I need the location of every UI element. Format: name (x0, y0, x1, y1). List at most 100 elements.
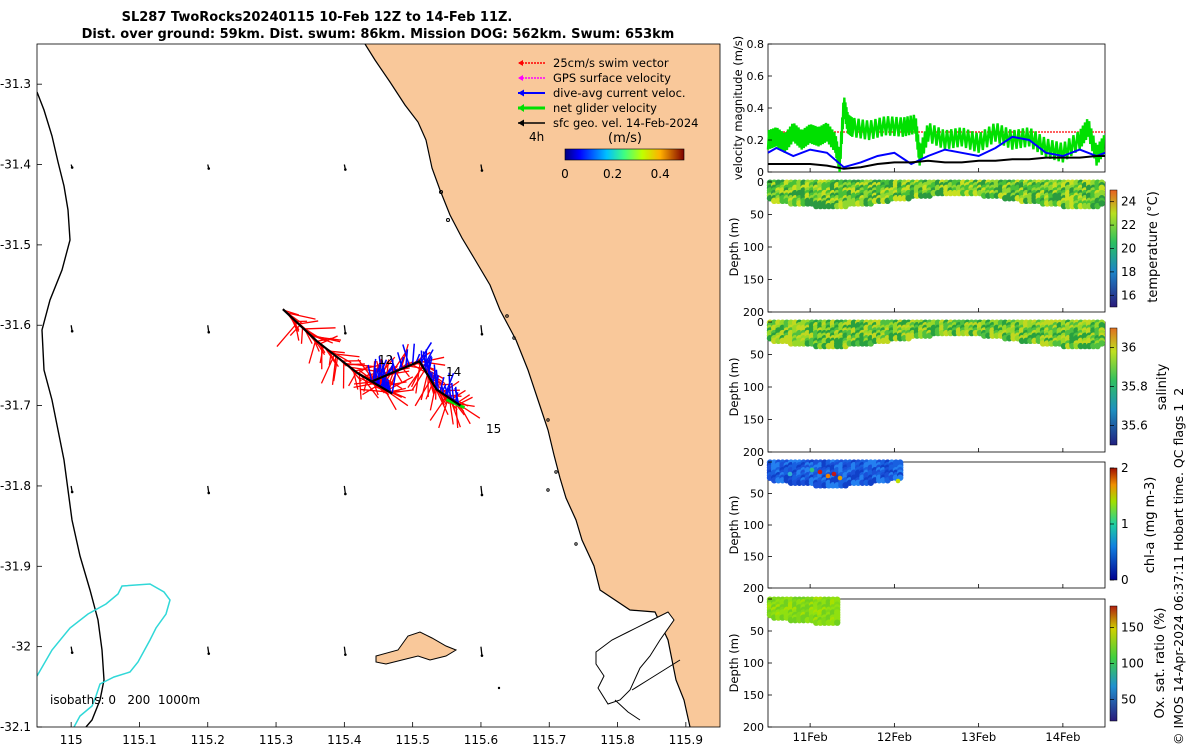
swim-vector (360, 374, 379, 399)
track-map: 115 115.1 115.2 115.3 115.4 115.5 115.6 115.7 11… (0, 43, 721, 747)
velocity-y-tick-label: 0.8 (747, 38, 765, 51)
speed-colorbar-ticks: 0 0.2 0.4 (561, 167, 670, 181)
salinity-panel: 0 50 100 150 200 Depth (m) 35.6 35.8 36 salini… (727, 316, 1170, 459)
chla-data (766, 459, 904, 489)
profile-highlight (837, 475, 843, 481)
day-label-12: 12 (378, 353, 393, 367)
swim-vector (419, 360, 446, 366)
swim-vector (353, 382, 375, 389)
map-y-tick-label: -31.6 (0, 318, 31, 332)
swim-vector (289, 324, 301, 337)
geo-arrow-head (70, 329, 74, 333)
velocity-y-tick-label: 0 (757, 166, 764, 179)
swim-vector (407, 366, 424, 388)
current-vector (454, 387, 460, 405)
swim-vector (348, 371, 357, 387)
track-line (282, 308, 462, 407)
oxygen-cbar-label: Ox. sat. ratio (%) (1153, 608, 1168, 719)
geo-arrow (343, 485, 346, 495)
colorbar-tick-label: 16 (1121, 288, 1136, 302)
legend-gps: GPS surface velocity (553, 71, 671, 85)
current-vector (435, 369, 440, 391)
speed-colorbar-tick-label: 0 (561, 167, 569, 181)
swim-vector (320, 354, 335, 384)
depth-y-tick-label: 100 (743, 657, 764, 670)
map-x-tick-label: 115.7 (532, 733, 566, 747)
swim-vector (455, 402, 459, 429)
velocity-y-tick-label: 0.2 (747, 134, 765, 147)
speed-colorbar-tick-label: 0.2 (603, 167, 622, 181)
depth-y-tick-label: 50 (750, 349, 764, 362)
chla-colorbar-ticks: 0 1 2 (1110, 461, 1129, 587)
time-tick-label: 14Feb (1045, 730, 1080, 744)
temperature-cbar-label: temperature (°C) (1146, 191, 1161, 303)
depth-y-tick-label: 200 (743, 306, 764, 319)
current-vector (378, 356, 383, 378)
profile-sample (834, 619, 841, 626)
velocity-series-geo (768, 155, 1105, 170)
velocity-y-tick-label: 0.6 (747, 70, 765, 83)
swim-vector (395, 371, 403, 383)
profile-highlight (809, 467, 815, 473)
geo-arrow-head (480, 493, 484, 497)
current-vector (415, 353, 421, 364)
colorbar-tick-label: 35.8 (1121, 380, 1148, 394)
current-vector (433, 364, 438, 390)
swim-vector (360, 388, 390, 393)
geo-arrow (343, 325, 346, 334)
velocity-ylabel: velocity magnitude (m/s) (731, 36, 745, 181)
isobath-200m (37, 583, 171, 727)
speed-colorbar (564, 148, 685, 161)
current-vector (377, 359, 388, 379)
profile-highlight (895, 478, 901, 484)
swim-vector (429, 387, 436, 411)
current-vector (422, 351, 428, 374)
geo-arrow-head (344, 331, 347, 335)
swim-vector (332, 353, 360, 358)
swim-vector (386, 376, 414, 392)
map-x-tick-label: 115.3 (259, 733, 293, 747)
legend-swim: 25cm/s swim vector (553, 56, 669, 70)
current-vector (379, 368, 391, 388)
swim-vector (441, 380, 460, 394)
profile-sample (1098, 340, 1106, 347)
swim-vector (402, 367, 410, 378)
salinity-ylabel: Depth (m) (727, 358, 741, 417)
map-y-tick-label: -32 (11, 640, 31, 654)
geo-arrow-head (480, 169, 484, 172)
geo-arrow-head (207, 652, 211, 655)
oxygen-data (766, 596, 841, 626)
depth-y-tick-label: 0 (757, 456, 764, 469)
current-vector (384, 377, 389, 392)
depth-y-tick-label: 0 (757, 316, 764, 329)
depth-y-tick-label: 50 (750, 488, 764, 501)
geo-arrow (480, 325, 483, 335)
colorbar-tick-label: 0 (1121, 573, 1129, 587)
time-tick-label: 12Feb (877, 730, 912, 744)
map-x-tick-label: 115.2 (191, 733, 225, 747)
swim-vector (438, 397, 450, 429)
oxygen-colorbar-ticks: 50 100 150 (1110, 621, 1144, 706)
oxygen-ylabel: Depth (m) (727, 634, 741, 693)
swim-vector (283, 309, 300, 316)
swim-vector (319, 346, 324, 364)
map-x-tick-label: 115.5 (395, 733, 429, 747)
isobath-legend: isobaths: 0 200 1000m (50, 693, 200, 707)
swim-vector (458, 404, 471, 425)
swim-vector (362, 384, 379, 396)
swim-vector (329, 350, 345, 354)
geo-arrow-head (207, 330, 211, 334)
chla-cbar-label: chl-a (mg m-3) (1143, 477, 1158, 574)
temperature-panel: 0 50 100 150 200 Depth (m) 16 18 20 22 24 temper… (727, 176, 1161, 319)
current-vector (391, 368, 398, 394)
island (375, 631, 458, 665)
swim-vector (311, 335, 342, 341)
swim-vector (308, 339, 317, 364)
swim-vector (458, 396, 473, 405)
colorbar-tick-label: 1 (1121, 517, 1129, 531)
geo-arrow (480, 646, 483, 656)
colorbar-label: (m/s) (608, 131, 642, 146)
map-x-tick-label: 115.1 (122, 733, 156, 747)
temperature-y-ticks: 0 50 100 150 200 (743, 176, 772, 319)
coastline (364, 44, 691, 727)
